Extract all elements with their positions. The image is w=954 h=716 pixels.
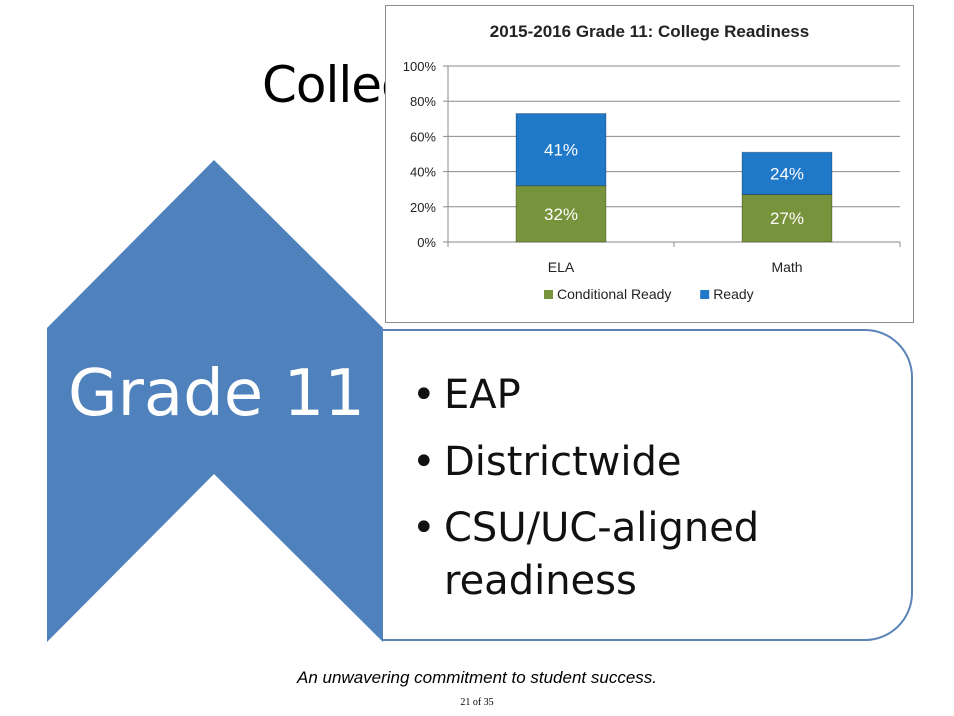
stacked-bar-chart: 0% 20% 40% 60% 80% 100% 32% 41% ELA 27% 24% Math Con… (403, 59, 901, 302)
data-label: 27% (770, 209, 804, 228)
bar-conditional-ready (515, 185, 607, 243)
bullet-line: CSU/UC-aligned (444, 505, 760, 551)
y-tick-label: 0% (417, 235, 436, 250)
legend-swatch (544, 290, 553, 299)
grade-label: Grade 11 (68, 357, 365, 431)
bullet-item: EAP (412, 362, 759, 429)
y-tick-label: 20% (410, 200, 436, 215)
legend-label: Conditional Ready (557, 286, 671, 302)
footer-tagline: An unwavering commitment to student succ… (297, 668, 657, 687)
bar-ready (741, 151, 833, 195)
x-tick-label: Math (771, 259, 802, 275)
data-label: 41% (544, 141, 578, 160)
y-tick-label: 80% (410, 94, 436, 109)
y-tick-label: 100% (403, 59, 437, 74)
bar-conditional-ready (741, 193, 833, 243)
legend-swatch (700, 290, 710, 299)
bullet-list: EAP Districtwide CSU/UC-aligned readiness (412, 362, 759, 608)
legend-label: Ready (713, 286, 753, 302)
chart-title: 2015-2016 Grade 11: College Readiness (489, 22, 810, 41)
data-label: 32% (544, 205, 578, 224)
chevron-shape (47, 160, 383, 642)
data-label: 24% (770, 164, 804, 183)
bullet-line: readiness (444, 558, 637, 604)
chart-panel: 2015-2016 Grade 11: College Readiness 0%… (385, 5, 914, 323)
bullet-item: CSU/UC-aligned readiness (412, 502, 759, 608)
y-tick-label: 40% (410, 165, 436, 180)
bullet-item: Districtwide (412, 429, 759, 496)
page-number: 21 of 35 (460, 697, 494, 708)
bar-ready (515, 113, 607, 187)
x-tick-label: ELA (548, 259, 575, 275)
y-tick-label: 60% (410, 129, 436, 144)
